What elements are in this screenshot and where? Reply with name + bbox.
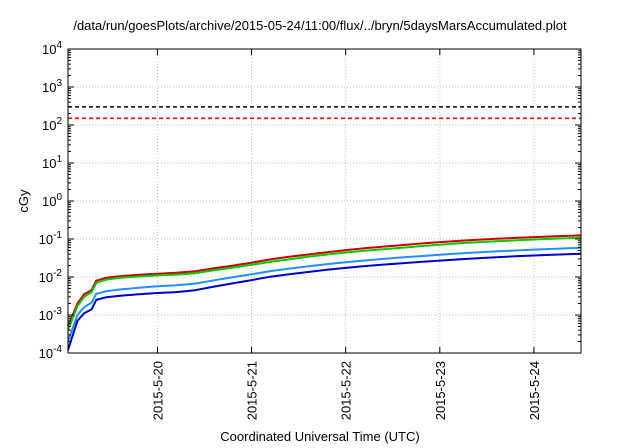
series-line [67,246,582,342]
threshold-lines [68,106,581,120]
chart-title: /data/run/goesPlots/archive/2015-05-24/1… [73,18,567,33]
y-tick-label: 102 [42,116,62,133]
x-tick-label: 2015-5-20 [150,361,165,420]
y-tick-label: 10-2 [39,268,63,285]
y-tick-label: 104 [42,40,62,57]
x-axis: 2015-5-20 2015-5-21 2015-5-22 2015-5-23 2015… [150,49,542,420]
series-lines [67,234,582,351]
x-tick-label: 2015-5-22 [339,361,354,420]
x-axis-label: Coordinated Universal Time (UTC) [220,429,420,444]
y-tick-label: 103 [42,78,62,95]
x-tick-label: 2015-5-21 [245,361,260,420]
y-tick-label: 10-3 [39,306,63,323]
grid [68,49,581,353]
y-tick-label: 10-1 [39,230,63,247]
y-tick-label: 101 [42,154,62,171]
series-line [67,236,582,331]
plot-frame [67,48,582,354]
y-axis-label: cGy [16,189,31,213]
y-tick-label: 100 [42,192,62,209]
y-tick-label: 10-4 [39,344,63,361]
x-tick-label: 2015-5-24 [527,361,542,420]
series-line [67,234,582,327]
y-axis: 10-4 10-3 10-2 10-1 100 101 102 103 104 [39,40,581,361]
x-tick-label: 2015-5-23 [433,361,448,420]
series-line [67,252,582,351]
